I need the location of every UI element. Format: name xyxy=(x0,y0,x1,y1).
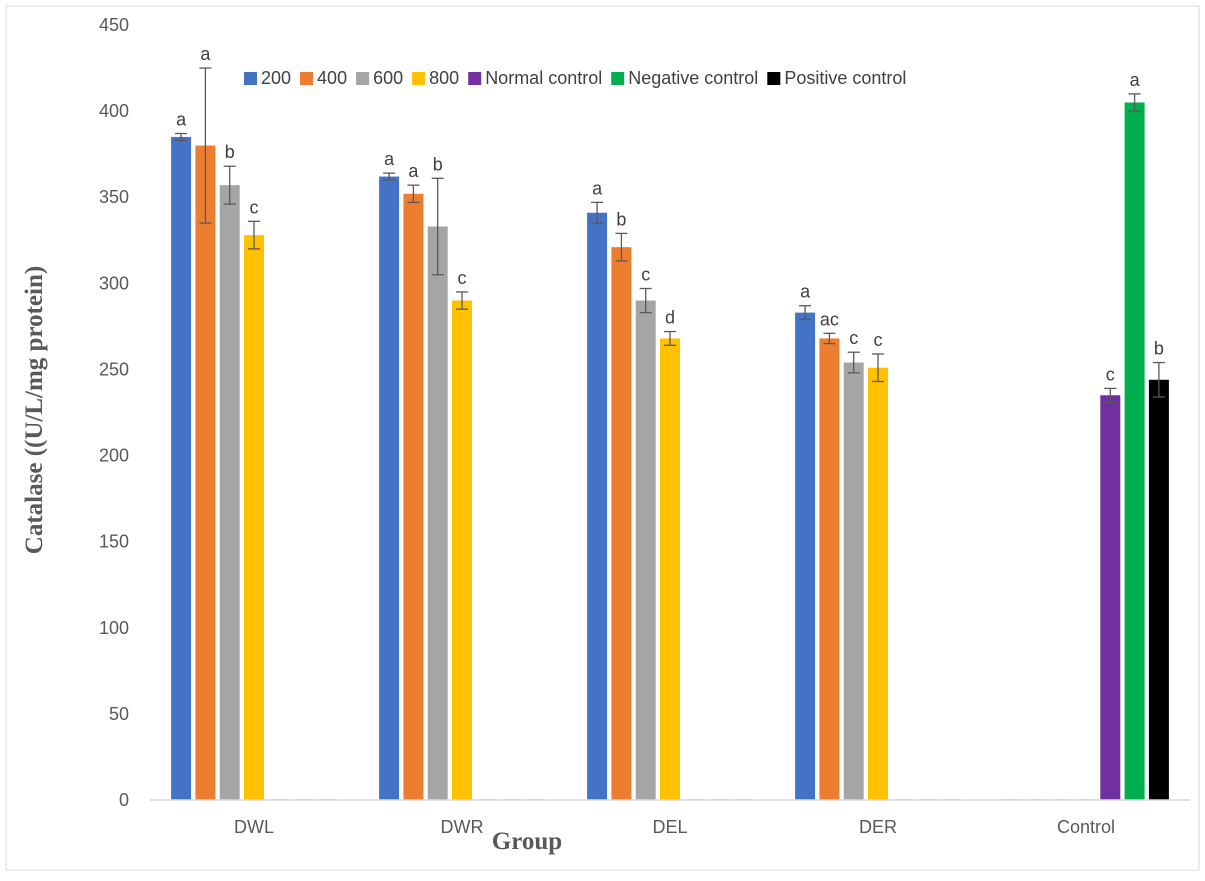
y-tick-label: 0 xyxy=(119,790,129,810)
legend-item: 200 xyxy=(244,68,291,88)
legend: 200 400 600 800 Normal control Negative contr… xyxy=(244,68,906,88)
legend-item: Positive control xyxy=(767,68,906,88)
significance-label: c xyxy=(874,330,883,350)
bar xyxy=(843,362,864,800)
y-tick-label: 100 xyxy=(99,618,129,638)
legend-label: 400 xyxy=(317,68,347,88)
significance-label: c xyxy=(641,265,650,285)
x-tick-label: DER xyxy=(859,817,897,837)
bar xyxy=(819,338,840,800)
bar xyxy=(635,300,656,800)
bar xyxy=(611,247,632,800)
legend-label: Normal control xyxy=(485,68,602,88)
significance-label: a xyxy=(408,161,419,181)
x-axis-ticks: DWL DWR DEL DER Control xyxy=(234,817,1115,837)
legend-swatch xyxy=(244,72,257,85)
legend-item: Normal control xyxy=(468,68,602,88)
significance-label: a xyxy=(592,178,603,198)
significance-label: c xyxy=(458,268,467,288)
significance-label: b xyxy=(616,209,626,229)
legend-label: 800 xyxy=(429,68,459,88)
legend-label: 600 xyxy=(373,68,403,88)
bar xyxy=(868,367,888,800)
x-axis-title: Group xyxy=(492,828,562,855)
significance-label: a xyxy=(800,282,811,302)
bar xyxy=(795,312,816,800)
legend-swatch xyxy=(300,72,314,85)
bar xyxy=(452,300,472,800)
bar xyxy=(403,193,424,800)
y-tick-label: 400 xyxy=(99,101,129,121)
bar xyxy=(660,338,680,800)
x-tick-label: Control xyxy=(1057,817,1115,837)
x-tick-label: DEL xyxy=(652,817,687,837)
bar xyxy=(219,185,240,800)
bar xyxy=(244,235,264,801)
significance-label: ac xyxy=(820,309,839,329)
legend-item: 400 xyxy=(300,68,347,88)
legend-label: Positive control xyxy=(784,68,906,88)
significance-label: c xyxy=(849,328,858,348)
x-tick-label: DWR xyxy=(441,817,484,837)
significance-label: c xyxy=(250,197,259,217)
significance-label: a xyxy=(200,44,211,64)
bar xyxy=(587,212,608,800)
legend-label: Negative control xyxy=(628,68,758,88)
y-tick-label: 450 xyxy=(99,15,129,35)
legend-swatch xyxy=(468,72,482,85)
bar xyxy=(171,136,192,800)
y-tick-label: 350 xyxy=(99,187,129,207)
bar xyxy=(427,226,448,800)
legend-swatch xyxy=(611,72,625,85)
legend-item: Negative control xyxy=(611,68,758,88)
significance-label: b xyxy=(225,142,235,162)
significance-label: b xyxy=(433,154,443,174)
legend-item: 800 xyxy=(412,68,459,88)
y-tick-label: 50 xyxy=(109,704,129,724)
bar xyxy=(1124,102,1145,800)
legend-label: 200 xyxy=(261,68,291,88)
bar xyxy=(195,145,216,801)
legend-item: 600 xyxy=(356,68,403,88)
significance-label: a xyxy=(176,110,187,130)
significance-label: a xyxy=(1130,70,1141,90)
x-tick-label: DWL xyxy=(234,817,274,837)
bar xyxy=(379,176,400,801)
significance-label: b xyxy=(1154,339,1164,359)
legend-swatch xyxy=(767,72,781,85)
significance-label: d xyxy=(665,308,675,328)
significance-label: a xyxy=(384,149,395,169)
significance-label: c xyxy=(1106,364,1115,384)
y-tick-label: 250 xyxy=(99,359,129,379)
y-axis-title: Catalase ((U/L/mg protein) xyxy=(21,266,48,554)
bar xyxy=(1100,395,1121,800)
bar xyxy=(1148,379,1169,800)
y-tick-label: 200 xyxy=(99,446,129,466)
legend-swatch xyxy=(356,72,370,85)
legend-swatch xyxy=(412,72,426,85)
y-axis-ticks: 0 50 100 150 200 250 300 350 400 450 xyxy=(99,15,129,810)
y-tick-label: 300 xyxy=(99,273,129,293)
y-tick-label: 150 xyxy=(99,532,129,552)
